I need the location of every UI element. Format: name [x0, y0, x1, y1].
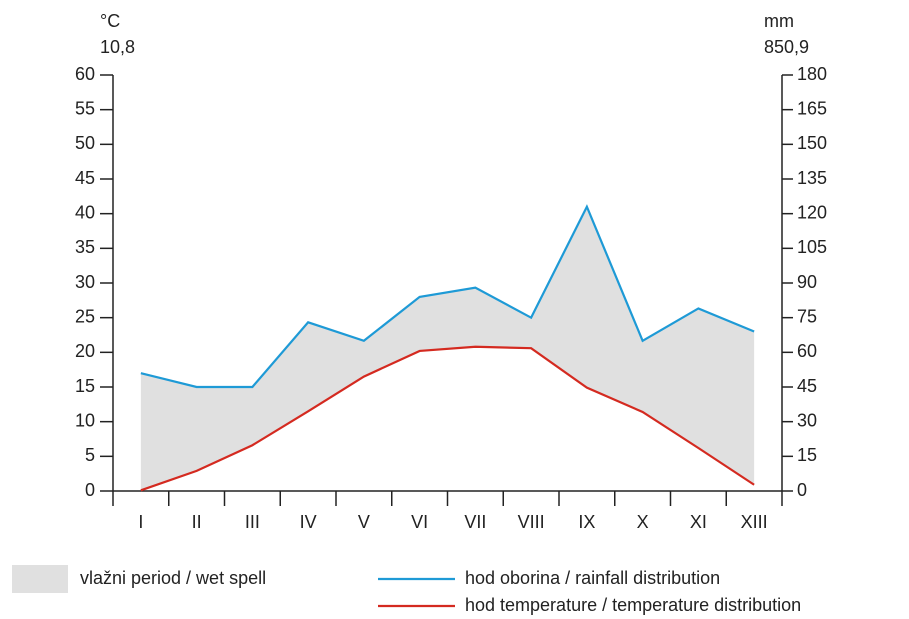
x-tick-label: V	[358, 512, 370, 532]
y2-tick-label: 165	[797, 98, 827, 118]
annual-mean-temperature: 10,8	[100, 37, 135, 57]
y2-tick-label: 0	[797, 480, 807, 500]
y2-tick-label: 90	[797, 272, 817, 292]
y2-tick-label: 180	[797, 64, 827, 84]
y-tick-label: 40	[75, 202, 95, 222]
x-tick-label: VII	[464, 512, 486, 532]
x-tick-label: III	[245, 512, 260, 532]
x-tick-label: X	[637, 512, 649, 532]
legend-swatch	[12, 565, 68, 593]
y-axis-label: °C	[100, 11, 120, 31]
y-tick-label: 30	[75, 272, 95, 292]
y-tick-label: 55	[75, 98, 95, 118]
y-tick-label: 5	[85, 445, 95, 465]
y-tick-label: 35	[75, 237, 95, 257]
x-tick-label: VIII	[518, 512, 545, 532]
x-tick-label: I	[138, 512, 143, 532]
y2-tick-label: 120	[797, 202, 827, 222]
y2-tick-label: 15	[797, 445, 817, 465]
y-tick-label: 60	[75, 64, 95, 84]
y-tick-label: 25	[75, 306, 95, 326]
y-tick-label: 20	[75, 341, 95, 361]
y2-tick-label: 60	[797, 341, 817, 361]
y2-tick-label: 135	[797, 168, 827, 188]
x-tick-label: VI	[411, 512, 428, 532]
y2-tick-label: 45	[797, 376, 817, 396]
x-tick-label: IX	[578, 512, 595, 532]
legend-label: hod oborina / rainfall distribution	[465, 568, 720, 588]
legend-label: hod temperature / temperature distributi…	[465, 595, 801, 615]
y2-tick-label: 150	[797, 133, 827, 153]
x-tick-label: XIII	[741, 512, 768, 532]
y-tick-label: 0	[85, 480, 95, 500]
y-tick-label: 45	[75, 168, 95, 188]
y-tick-label: 50	[75, 133, 95, 153]
y2-tick-label: 75	[797, 306, 817, 326]
x-tick-label: IV	[300, 512, 317, 532]
y-tick-label: 15	[75, 376, 95, 396]
x-tick-label: II	[192, 512, 202, 532]
legend-label: vlažni period / wet spell	[80, 568, 266, 588]
y2-tick-label: 105	[797, 237, 827, 257]
y2-axis-label: mm	[764, 11, 794, 31]
series-line	[140, 345, 755, 492]
series-line	[140, 204, 755, 389]
annual-precipitation: 850,9	[764, 37, 809, 57]
y2-tick-label: 30	[797, 410, 817, 430]
y-tick-label: 10	[75, 410, 95, 430]
x-tick-label: XI	[690, 512, 707, 532]
